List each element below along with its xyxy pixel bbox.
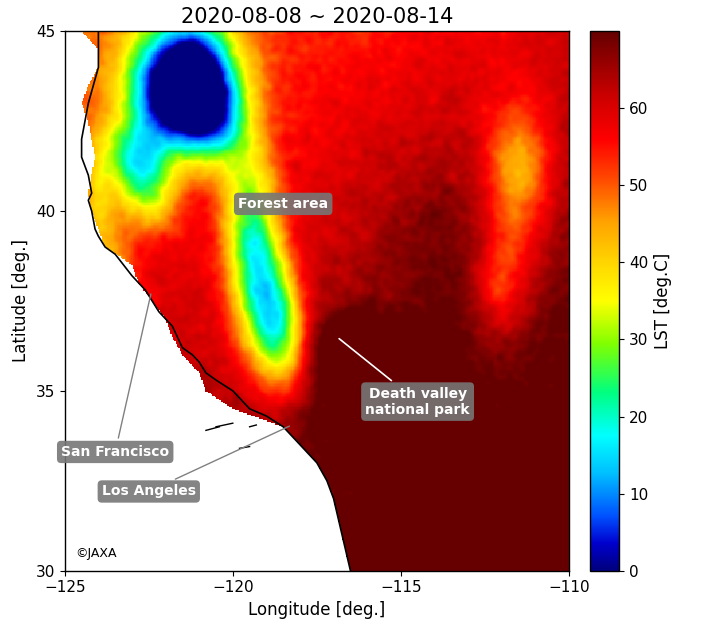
Text: San Francisco: San Francisco: [61, 294, 169, 459]
Y-axis label: Latitude [deg.]: Latitude [deg.]: [12, 240, 30, 362]
Text: ©JAXA: ©JAXA: [75, 547, 117, 560]
Text: Death valley
national park: Death valley national park: [339, 339, 470, 417]
Text: Los Angeles: Los Angeles: [102, 426, 289, 498]
Title: 2020-08-08 ~ 2020-08-14: 2020-08-08 ~ 2020-08-14: [181, 7, 453, 27]
Text: Forest area: Forest area: [238, 197, 328, 211]
Y-axis label: LST [deg.C]: LST [deg.C]: [654, 253, 672, 349]
X-axis label: Longitude [deg.]: Longitude [deg.]: [248, 601, 385, 619]
